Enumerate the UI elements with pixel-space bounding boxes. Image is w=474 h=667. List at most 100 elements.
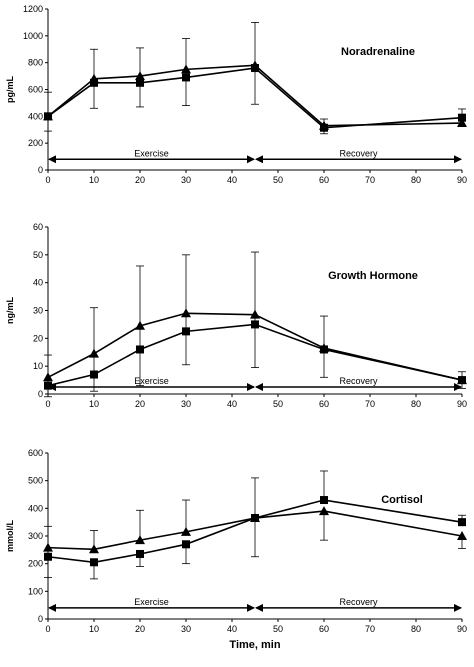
data-point-square (182, 73, 190, 82)
y-tick-label: 400 (28, 111, 43, 121)
data-point-square (136, 549, 144, 558)
data-point-square (458, 113, 466, 122)
x-tick-label: 90 (457, 399, 467, 409)
x-tick-label: 70 (365, 399, 375, 409)
y-tick-label: 60 (33, 222, 43, 232)
panel-title: Growth Hormone (328, 270, 418, 282)
y-tick-label: 1200 (23, 4, 43, 14)
y-axis-label: mmol/L (5, 520, 15, 553)
x-tick-label: 80 (411, 175, 421, 185)
y-tick-label: 30 (33, 306, 43, 316)
x-tick-label: 0 (45, 624, 50, 634)
y-tick-label: 0 (38, 614, 43, 624)
data-point-triangle (135, 320, 145, 330)
y-axis-label: ng/mL (5, 297, 15, 324)
x-tick-label: 0 (45, 175, 50, 185)
x-tick-label: 60 (319, 624, 329, 634)
x-tick-label: 20 (135, 624, 145, 634)
x-tick-label: 30 (181, 175, 191, 185)
data-point-square (251, 514, 259, 523)
x-tick-label: 60 (319, 175, 329, 185)
data-point-square (320, 345, 328, 354)
x-tick-label: 90 (457, 175, 467, 185)
phase-label: Recovery (339, 148, 378, 158)
noradrenaline-panel: 0 200 400 600 800 1000 1200 0 10 20 30 40 50 60 70 80 90… (5, 4, 467, 185)
y-tick-label: 800 (28, 58, 43, 68)
y-tick-label: 10 (33, 361, 43, 371)
phase-label: Exercise (134, 148, 169, 158)
data-point-triangle (319, 506, 329, 516)
y-tick-label: 40 (33, 278, 43, 288)
data-point-square (458, 376, 466, 385)
x-tick-label: 60 (319, 399, 329, 409)
y-tick-label: 200 (28, 559, 43, 569)
x-tick-label: 70 (365, 175, 375, 185)
x-tick-label: 10 (89, 624, 99, 634)
x-tick-label: 30 (181, 624, 191, 634)
x-tick-label: 40 (227, 175, 237, 185)
phase-label: Exercise (134, 376, 169, 386)
data-point-triangle (89, 544, 99, 554)
data-point-triangle (181, 308, 191, 318)
x-tick-label: 80 (411, 399, 421, 409)
y-tick-label: 20 (33, 333, 43, 343)
y-tick-label: 300 (28, 531, 43, 541)
x-tick-label: 10 (89, 399, 99, 409)
data-point-square (44, 381, 52, 390)
x-tick-label: 10 (89, 175, 99, 185)
data-point-square (182, 327, 190, 336)
y-tick-label: 200 (28, 138, 43, 148)
y-tick-label: 500 (28, 476, 43, 486)
data-point-square (320, 496, 328, 505)
y-tick-label: 400 (28, 503, 43, 513)
y-tick-label: 600 (28, 85, 43, 95)
data-point-square (320, 123, 328, 132)
x-tick-label: 30 (181, 399, 191, 409)
y-tick-label: 50 (33, 250, 43, 260)
data-point-square (90, 78, 98, 87)
y-tick-label: 0 (38, 165, 43, 175)
x-tick-label: 50 (273, 624, 283, 634)
data-point-triangle (181, 526, 191, 536)
data-point-square (44, 552, 52, 561)
data-point-square (90, 558, 98, 567)
data-point-triangle (250, 309, 260, 319)
x-tick-label: 80 (411, 624, 421, 634)
data-point-triangle (43, 372, 53, 382)
data-point-square (90, 370, 98, 379)
data-point-square (136, 78, 144, 87)
y-axis-label: pg/mL (5, 76, 15, 103)
x-tick-label: 20 (135, 399, 145, 409)
data-point-square (44, 112, 52, 121)
y-tick-label: 100 (28, 586, 43, 596)
y-tick-label: 600 (28, 448, 43, 458)
x-tick-label: 50 (273, 175, 283, 185)
x-tick-label: 20 (135, 175, 145, 185)
phase-label: Recovery (339, 597, 378, 607)
x-tick-label: 90 (457, 624, 467, 634)
data-point-triangle (89, 348, 99, 358)
data-point-triangle (457, 531, 467, 540)
data-point-square (136, 345, 144, 354)
x-tick-label: 0 (45, 399, 50, 409)
data-point-triangle (135, 535, 145, 545)
cortisol-panel: 0 100 200 300 400 500 600 0 10 20 30 40 50 60 70 80 90 mm… (5, 448, 467, 634)
y-tick-label: 0 (38, 389, 43, 399)
panel-title: Cortisol (381, 494, 423, 506)
x-axis-label: Time, min (229, 639, 280, 651)
data-point-square (251, 320, 259, 329)
y-tick-label: 1000 (23, 31, 43, 41)
data-point-square (251, 64, 259, 73)
growth-hormone-panel: 0 10 20 30 40 50 60 0 10 20 30 40 50 60 70 80 90 ng/mL Gro… (5, 222, 467, 409)
phase-label: Recovery (339, 376, 378, 386)
x-tick-label: 70 (365, 624, 375, 634)
data-point-triangle (43, 542, 53, 552)
x-tick-label: 40 (227, 399, 237, 409)
x-tick-label: 40 (227, 624, 237, 634)
data-point-square (458, 518, 466, 527)
panel-title: Noradrenaline (341, 46, 415, 58)
data-point-square (182, 540, 190, 549)
x-tick-label: 50 (273, 399, 283, 409)
phase-label: Exercise (134, 597, 169, 607)
